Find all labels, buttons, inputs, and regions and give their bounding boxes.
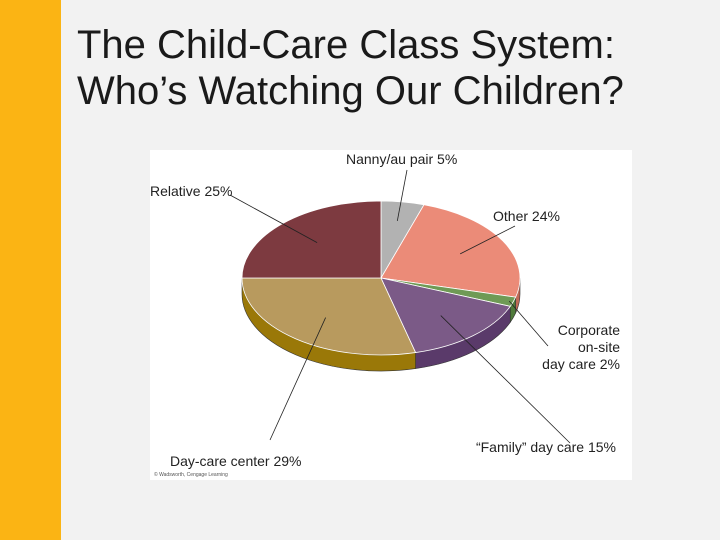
pie-label-family-day-care-15: “Family” day care 15% <box>476 439 616 455</box>
pie-labels: Nanny/au pair 5% Other 24% Corporate on-sit… <box>150 151 620 469</box>
leader-line-nanny-au-pair-5 <box>396 169 408 222</box>
pie-slice-family-day-care-15 <box>380 277 511 354</box>
pie-label-other-24: Other 24% <box>493 208 560 224</box>
pie-label-nanny-au-pair-5: Nanny/au pair 5% <box>346 151 457 167</box>
pie-slice-day-care-center-29 <box>241 277 417 356</box>
accent-sidebar <box>0 0 61 540</box>
pie-label-day-care-center-29: Day-care center 29% <box>170 453 302 469</box>
pie-slices <box>241 200 521 356</box>
leader-line-other-24 <box>459 225 516 255</box>
pie-label-corporate-on-site-day-care-2: Corporate on-site day care 2% <box>542 322 620 372</box>
pie-chart: Nanny/au pair 5% Other 24% Corporate on-sit… <box>150 151 620 478</box>
leader-line-family-day-care-15 <box>440 315 571 444</box>
slide-title: The Child-Care Class System: Who’s Watch… <box>77 22 707 114</box>
title-line-2: Who’s Watching Our Children? <box>77 69 624 113</box>
leader-line-day-care-center-29 <box>269 317 326 441</box>
leader-line-relative-25 <box>229 194 318 243</box>
pie-slice-other-24 <box>380 204 521 298</box>
pie-chart-figure: Nanny/au pair 5% Other 24% Corporate on-sit… <box>150 150 632 480</box>
title-line-1: The Child-Care Class System: <box>77 23 615 67</box>
pie-leader-lines <box>229 169 571 444</box>
pie-label-relative-25: Relative 25% <box>150 183 233 199</box>
chart-credit: © Wadsworth, Cengage Learning <box>154 471 228 478</box>
leader-line-corporate-on-site-day-care-2 <box>508 300 549 347</box>
